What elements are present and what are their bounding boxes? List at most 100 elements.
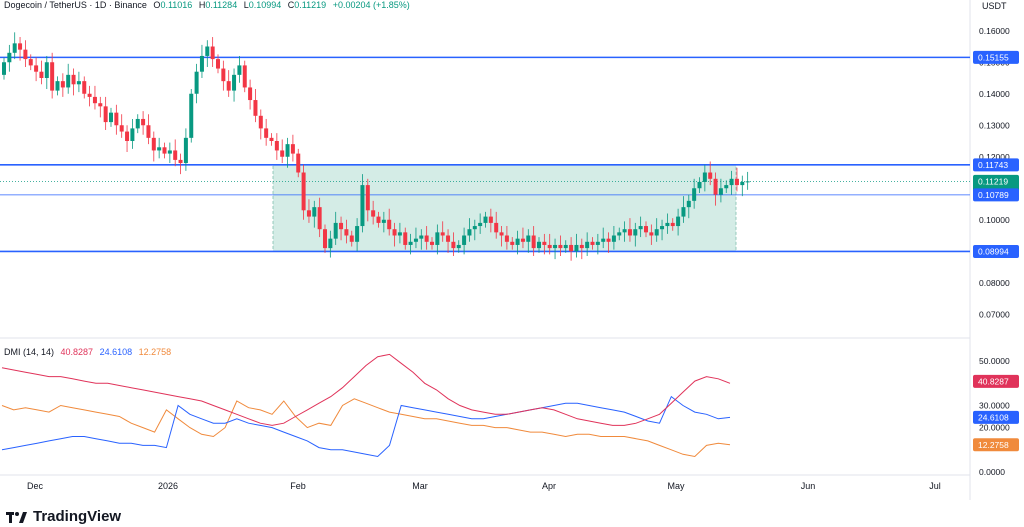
- high-value: 0.11284: [205, 0, 238, 10]
- candle-body: [173, 150, 178, 160]
- price-label-text: 0.11219: [978, 176, 1008, 186]
- candle-body: [296, 153, 301, 173]
- price-label-box: [973, 158, 1019, 172]
- candle-body: [446, 235, 451, 242]
- dmi-plus-value: 40.8287: [60, 347, 94, 357]
- candle-body: [579, 244, 584, 249]
- open-label: O: [153, 0, 161, 10]
- y-tick-label: 0.12000: [979, 152, 1010, 162]
- candle-body: [162, 147, 167, 154]
- candle-body: [649, 232, 654, 236]
- candle-body: [740, 181, 745, 186]
- candle-body: [98, 103, 103, 107]
- candle-body: [205, 46, 210, 56]
- tradingview-logo-icon: [6, 511, 27, 523]
- dmi-y-tick-label: 0.0000: [979, 467, 1005, 477]
- candle-body: [151, 137, 156, 151]
- dmi-value-box: [973, 438, 1019, 452]
- candle-body: [611, 235, 616, 242]
- candle-body: [644, 226, 648, 233]
- candle-body: [344, 229, 349, 236]
- price-label-text: 0.15155: [978, 52, 1009, 62]
- candle-body: [312, 207, 317, 217]
- candle-body: [574, 244, 579, 252]
- candle-body: [606, 238, 611, 242]
- y-tick-label: 0.13000: [979, 120, 1010, 130]
- range-box: [272, 164, 737, 252]
- dmi-value-box: [973, 374, 1019, 388]
- candle-body: [504, 235, 509, 242]
- candle-body: [708, 172, 713, 179]
- candle-body: [397, 232, 402, 236]
- open-value: 0.11016: [160, 0, 193, 10]
- candle-body: [472, 226, 477, 230]
- candle-body: [178, 159, 183, 164]
- candle-body: [419, 235, 424, 239]
- price-label-text: 0.11743: [978, 160, 1008, 170]
- dmi-legend: DMI (14, 14) 40.8287 24.6108 12.2758: [4, 347, 175, 358]
- x-tick-label: Jun: [801, 481, 816, 491]
- candle-body: [355, 226, 360, 242]
- candle-body: [183, 137, 188, 164]
- candle-body: [413, 238, 418, 242]
- candle-body: [269, 137, 274, 141]
- candle-body: [537, 241, 541, 249]
- candle-body: [141, 118, 146, 126]
- candle-body: [317, 207, 322, 230]
- candle-body: [499, 232, 504, 236]
- candle-body: [157, 147, 162, 151]
- candle-body: [125, 131, 130, 141]
- candle-body: [387, 219, 392, 230]
- candle-body: [339, 222, 344, 230]
- candle-body: [242, 65, 247, 88]
- x-tick-label: May: [667, 481, 685, 491]
- candle-body: [360, 185, 365, 227]
- dmi-y-tick-label: 30.0000: [979, 400, 1010, 410]
- x-tick-label: Mar: [412, 481, 428, 491]
- dmi-minus-value: 24.6108: [99, 347, 133, 357]
- candle-body: [478, 222, 483, 227]
- candle-body: [28, 59, 33, 66]
- tradingview-brand[interactable]: TradingView: [6, 508, 121, 525]
- dmi-label: DMI (14, 14): [4, 347, 55, 357]
- price-label-box: [973, 244, 1019, 258]
- candle-body: [451, 241, 456, 249]
- candle-body: [692, 188, 697, 201]
- candle-body: [66, 74, 71, 88]
- candle-body: [253, 100, 258, 116]
- dmi-value-box: [973, 410, 1019, 424]
- candle-body: [681, 207, 686, 217]
- y-tick-label: 0.10000: [979, 215, 1010, 225]
- dmi-value-text: 40.8287: [978, 376, 1009, 386]
- change-value: +0.00204 (+1.85%): [332, 0, 410, 10]
- candle-body: [60, 81, 65, 88]
- candle-body: [424, 235, 429, 242]
- currency-label: USDT: [982, 1, 1007, 11]
- low-value: 0.10994: [248, 0, 282, 10]
- candle-body: [71, 74, 76, 85]
- candle-body: [697, 181, 702, 189]
- candle-body: [654, 229, 659, 236]
- candle-body: [456, 244, 461, 249]
- price-label-box: [973, 50, 1019, 64]
- candle-body: [87, 93, 92, 97]
- candle-body: [745, 181, 750, 183]
- candle-body: [531, 235, 536, 249]
- x-tick-label: Apr: [542, 481, 556, 491]
- candle-body: [569, 244, 574, 252]
- candle-body: [713, 178, 718, 195]
- candle-body: [333, 222, 338, 239]
- candle-body: [167, 150, 172, 154]
- brand-name: TradingView: [33, 508, 122, 525]
- candle-body: [638, 226, 643, 230]
- candle-body: [237, 65, 242, 75]
- plus-di-line: [1, 353, 731, 426]
- candle-body: [617, 232, 622, 236]
- candle-body: [627, 229, 632, 236]
- minus-di-line: [1, 395, 731, 458]
- x-tick-label: 2026: [158, 481, 178, 491]
- candle-body: [729, 178, 734, 186]
- candle-body: [39, 71, 44, 78]
- candle-body: [376, 216, 381, 223]
